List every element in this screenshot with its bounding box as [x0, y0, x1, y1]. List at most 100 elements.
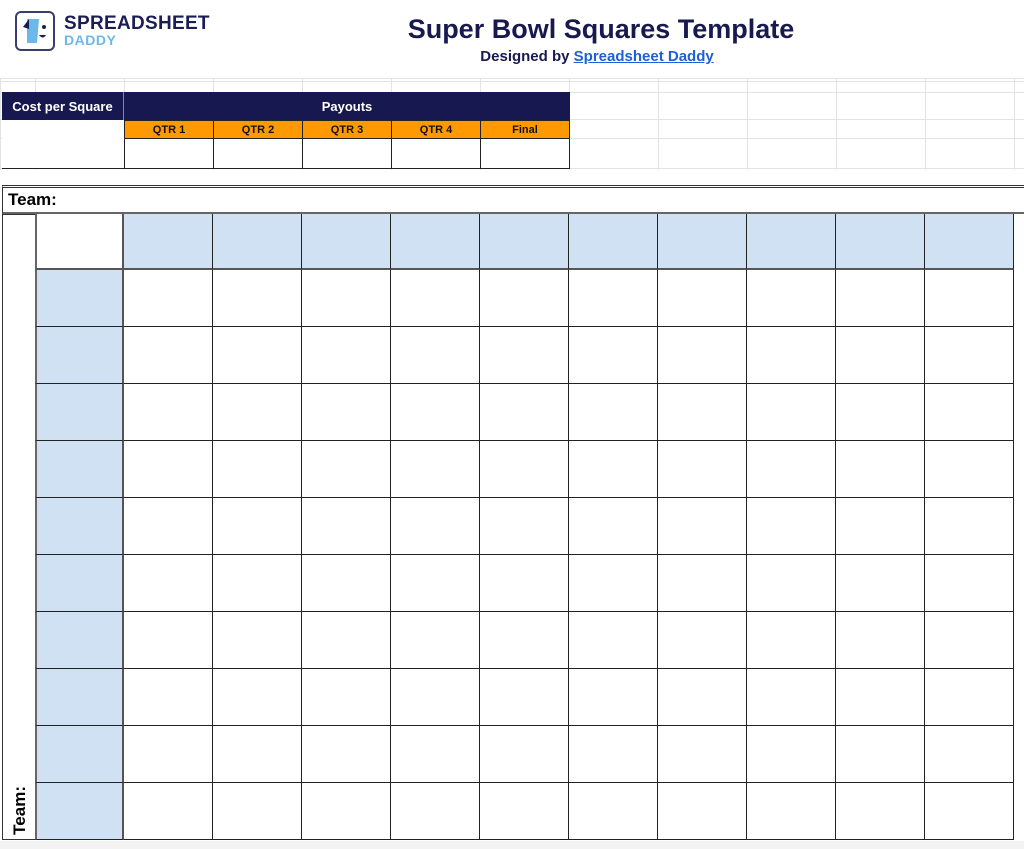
square-cell[interactable] [124, 384, 213, 441]
square-cell[interactable] [480, 555, 569, 612]
spreadsheet-daddy-link[interactable]: Spreadsheet Daddy [573, 48, 714, 65]
square-cell[interactable] [391, 612, 480, 669]
square-cell[interactable] [569, 384, 658, 441]
square-cell[interactable] [569, 270, 658, 327]
square-cell[interactable] [124, 726, 213, 783]
square-cell[interactable] [480, 441, 569, 498]
column-number-cell[interactable] [747, 214, 836, 270]
square-cell[interactable] [213, 441, 302, 498]
square-cell[interactable] [124, 555, 213, 612]
square-cell[interactable] [836, 327, 925, 384]
square-cell[interactable] [569, 669, 658, 726]
square-cell[interactable] [124, 327, 213, 384]
square-cell[interactable] [302, 555, 391, 612]
square-cell[interactable] [658, 669, 747, 726]
column-number-cell[interactable] [480, 214, 569, 270]
square-cell[interactable] [569, 498, 658, 555]
square-cell[interactable] [480, 612, 569, 669]
row-number-cell[interactable] [35, 441, 124, 498]
column-number-cell[interactable] [569, 214, 658, 270]
square-cell[interactable] [925, 327, 1014, 384]
row-number-cell[interactable] [35, 555, 124, 612]
top-team-field[interactable]: Team: [2, 185, 1024, 214]
square-cell[interactable] [480, 270, 569, 327]
square-cell[interactable] [391, 498, 480, 555]
square-cell[interactable] [747, 270, 836, 327]
square-cell[interactable] [124, 783, 213, 840]
square-cell[interactable] [658, 384, 747, 441]
column-number-cell[interactable] [391, 214, 480, 270]
row-number-cell[interactable] [35, 726, 124, 783]
square-cell[interactable] [836, 270, 925, 327]
square-cell[interactable] [124, 270, 213, 327]
square-cell[interactable] [391, 384, 480, 441]
payout-input-final[interactable] [480, 138, 570, 169]
square-cell[interactable] [925, 441, 1014, 498]
square-cell[interactable] [480, 669, 569, 726]
square-cell[interactable] [391, 270, 480, 327]
square-cell[interactable] [302, 726, 391, 783]
square-cell[interactable] [124, 612, 213, 669]
square-cell[interactable] [302, 669, 391, 726]
square-cell[interactable] [391, 726, 480, 783]
square-cell[interactable] [213, 555, 302, 612]
square-cell[interactable] [658, 498, 747, 555]
square-cell[interactable] [747, 612, 836, 669]
square-cell[interactable] [302, 384, 391, 441]
square-cell[interactable] [658, 327, 747, 384]
square-cell[interactable] [302, 327, 391, 384]
square-cell[interactable] [302, 441, 391, 498]
square-cell[interactable] [925, 384, 1014, 441]
square-cell[interactable] [925, 612, 1014, 669]
square-cell[interactable] [569, 726, 658, 783]
column-number-cell[interactable] [302, 214, 391, 270]
square-cell[interactable] [391, 783, 480, 840]
square-cell[interactable] [569, 327, 658, 384]
payout-input-qtr4[interactable] [391, 138, 481, 169]
square-cell[interactable] [480, 726, 569, 783]
square-cell[interactable] [747, 726, 836, 783]
square-cell[interactable] [213, 783, 302, 840]
row-number-cell[interactable] [35, 669, 124, 726]
square-cell[interactable] [747, 669, 836, 726]
square-cell[interactable] [391, 327, 480, 384]
square-cell[interactable] [747, 384, 836, 441]
square-cell[interactable] [391, 669, 480, 726]
square-cell[interactable] [925, 669, 1014, 726]
square-cell[interactable] [658, 555, 747, 612]
square-cell[interactable] [836, 384, 925, 441]
cost-per-square-input[interactable] [2, 120, 124, 169]
square-cell[interactable] [747, 498, 836, 555]
row-number-cell[interactable] [35, 327, 124, 384]
square-cell[interactable] [836, 726, 925, 783]
square-cell[interactable] [480, 327, 569, 384]
column-number-cell[interactable] [925, 214, 1014, 270]
square-cell[interactable] [302, 270, 391, 327]
column-number-cell[interactable] [836, 214, 925, 270]
square-cell[interactable] [124, 498, 213, 555]
square-cell[interactable] [925, 270, 1014, 327]
row-number-cell[interactable] [35, 612, 124, 669]
square-cell[interactable] [925, 498, 1014, 555]
square-cell[interactable] [302, 612, 391, 669]
square-cell[interactable] [391, 441, 480, 498]
square-cell[interactable] [747, 441, 836, 498]
square-cell[interactable] [302, 498, 391, 555]
square-cell[interactable] [124, 441, 213, 498]
row-number-cell[interactable] [35, 783, 124, 840]
square-cell[interactable] [480, 783, 569, 840]
square-cell[interactable] [213, 498, 302, 555]
square-cell[interactable] [925, 783, 1014, 840]
square-cell[interactable] [658, 612, 747, 669]
square-cell[interactable] [658, 726, 747, 783]
square-cell[interactable] [658, 270, 747, 327]
payout-input-qtr2[interactable] [213, 138, 303, 169]
square-cell[interactable] [302, 783, 391, 840]
row-number-cell[interactable] [35, 498, 124, 555]
square-cell[interactable] [925, 726, 1014, 783]
square-cell[interactable] [124, 669, 213, 726]
square-cell[interactable] [213, 612, 302, 669]
square-cell[interactable] [213, 327, 302, 384]
payout-input-qtr1[interactable] [124, 138, 214, 169]
square-cell[interactable] [747, 327, 836, 384]
